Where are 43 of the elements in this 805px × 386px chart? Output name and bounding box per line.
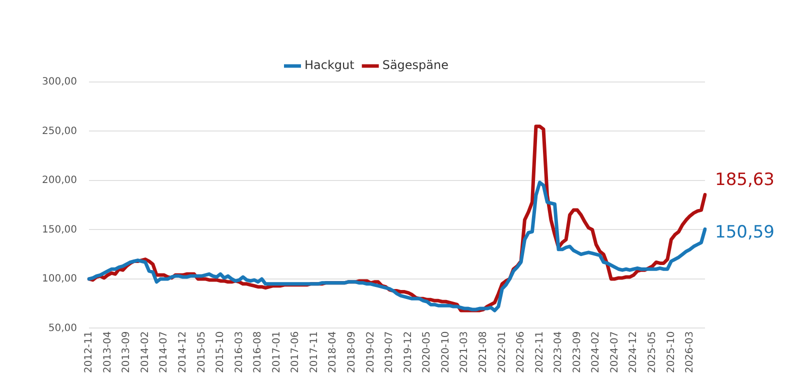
- legend-label: Hackgut: [304, 58, 355, 72]
- x-tick-label: 2013-09: [121, 331, 132, 374]
- x-tick-label: 2015-10: [215, 331, 226, 374]
- y-tick-label: 100,00: [42, 274, 77, 285]
- x-tick-label: 2024-02: [590, 331, 602, 374]
- x-tick-label: 2013-04: [102, 331, 114, 374]
- x-tick-label: 2014-07: [158, 331, 170, 374]
- x-tick-label: 2023-04: [553, 331, 564, 374]
- x-tick-label: 2020-05: [422, 331, 433, 374]
- x-tick-label: 2020-10: [440, 331, 452, 374]
- x-tick-label: 2022-11: [534, 331, 546, 374]
- y-tick-label: 250,00: [42, 126, 77, 137]
- x-tick-label: 2023-09: [572, 331, 583, 374]
- x-tick-label: 2022-06: [516, 331, 527, 374]
- x-tick-label: 2025-10: [666, 331, 677, 374]
- x-tick-label: 2015-05: [196, 331, 208, 374]
- x-tick-label: 2016-03: [234, 331, 245, 374]
- legend-label: Sägespäne: [382, 58, 449, 72]
- x-tick-label: 2017-11: [308, 331, 320, 374]
- x-tick-label: 2012-11: [84, 331, 95, 374]
- x-tick-label: 2025-05: [647, 331, 658, 374]
- x-tick-label: 2019-02: [365, 331, 376, 374]
- x-tick-label: 2024-07: [609, 331, 620, 374]
- x-tick-label: 2019-12: [402, 331, 414, 374]
- x-tick-label: 2017-01: [271, 331, 282, 374]
- x-tick-label: 2021-08: [478, 331, 489, 374]
- y-tick-label: 50,00: [48, 322, 77, 334]
- data-label: 185,63: [715, 170, 774, 190]
- x-tick-label: 2022-01: [496, 331, 508, 374]
- y-tick-label: 200,00: [42, 175, 77, 186]
- x-tick-label: 2026-03: [684, 331, 696, 374]
- x-tick-label: 2018-04: [328, 331, 339, 374]
- x-tick-label: 2024-12: [628, 331, 640, 374]
- x-tick-label: 2021-03: [459, 331, 470, 374]
- x-tick-label: 2019-07: [384, 331, 396, 374]
- x-tick-label: 2016-08: [252, 331, 264, 374]
- y-tick-label: 300,00: [42, 76, 77, 88]
- x-tick-label: 2014-02: [140, 331, 151, 374]
- y-tick-label: 150,00: [42, 224, 77, 236]
- data-label: 150,59: [715, 222, 774, 243]
- x-tick-label: 2014-12: [177, 331, 188, 374]
- x-tick-label: 2018-09: [346, 331, 358, 374]
- x-tick-label: 2017-06: [290, 331, 302, 374]
